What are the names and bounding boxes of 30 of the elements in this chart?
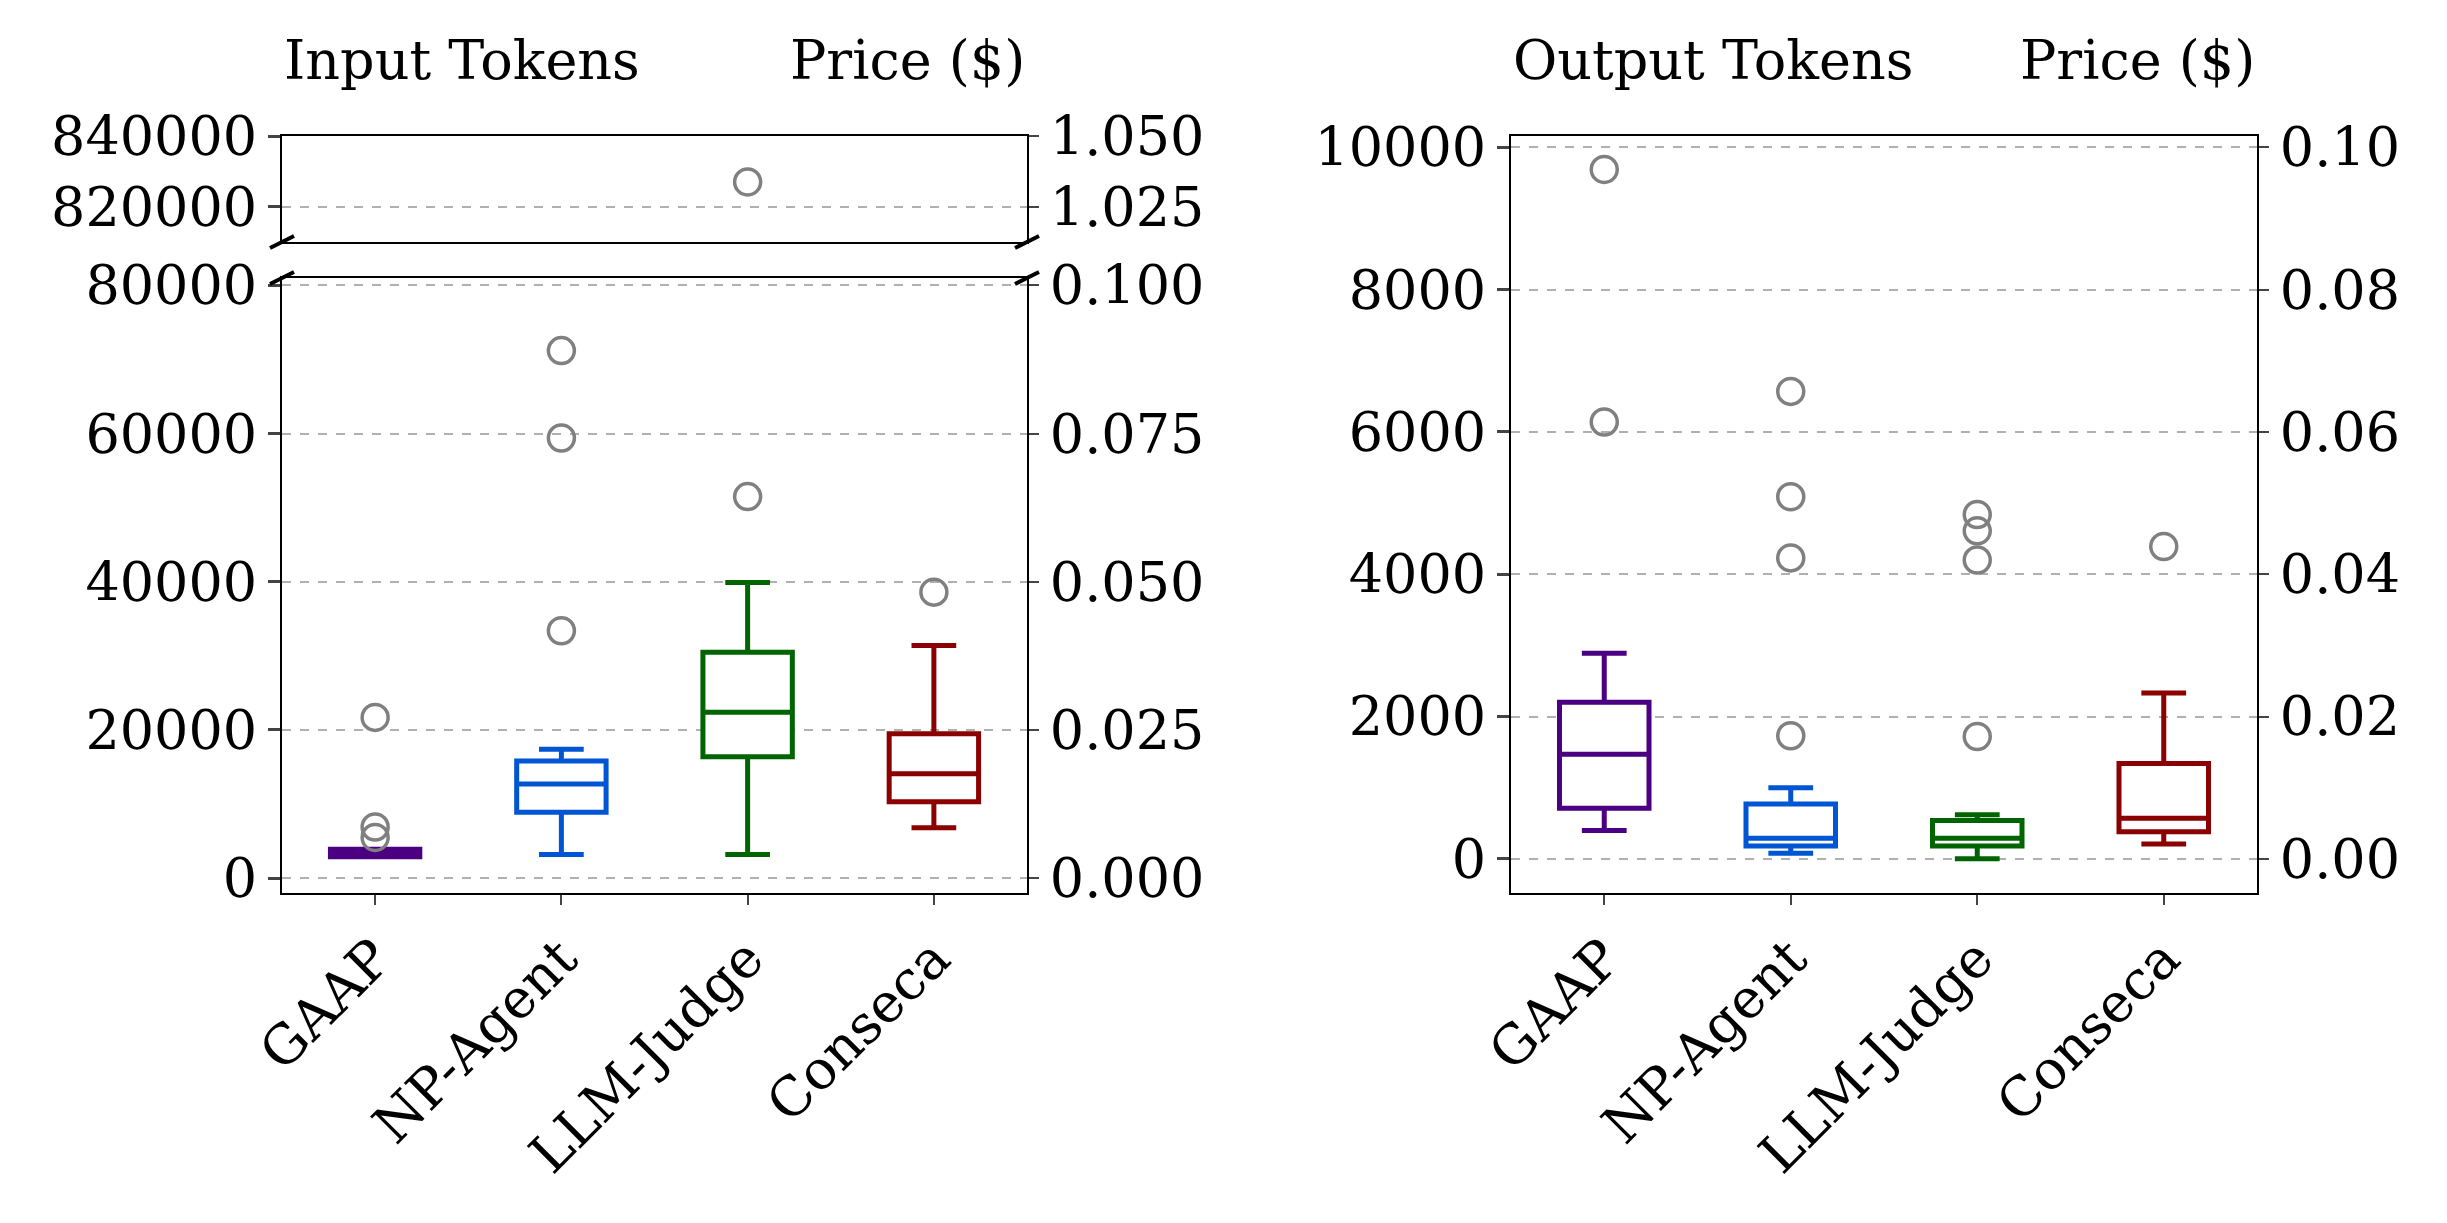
y-axis-title: Output Tokens xyxy=(1513,29,1914,92)
y-axis-title: Input Tokens xyxy=(284,29,640,92)
y2-tick-label: 0.04 xyxy=(2279,543,2401,607)
y2-tick-label: 0.050 xyxy=(1049,550,1205,614)
y2-tick-label: 0.000 xyxy=(1049,847,1205,911)
y-tick-label: 80000 xyxy=(85,254,258,318)
y-tick-label: 0 xyxy=(1451,827,1487,891)
y-tick-label: 60000 xyxy=(85,402,258,466)
y2-axis-title: Price ($) xyxy=(790,29,1026,92)
y-tick-label: 10000 xyxy=(1314,116,1487,180)
y2-tick-label: 0.06 xyxy=(2279,400,2401,464)
y-tick-label: 820000 xyxy=(51,175,258,239)
y2-tick-label: 1.025 xyxy=(1049,175,1205,239)
y-tick-label: 20000 xyxy=(85,698,258,762)
y-tick-label: 2000 xyxy=(1348,685,1487,749)
y-tick-label: 0 xyxy=(222,847,258,911)
y2-tick-label: 1.050 xyxy=(1049,104,1205,168)
y2-tick-label: 0.100 xyxy=(1049,254,1205,318)
y2-tick-label: 0.075 xyxy=(1049,402,1205,466)
y-tick-label: 4000 xyxy=(1348,543,1487,607)
y2-tick-label: 0.08 xyxy=(2279,258,2401,322)
y-tick-label: 6000 xyxy=(1348,400,1487,464)
y-tick-label: 8000 xyxy=(1348,258,1487,322)
y-tick-label: 40000 xyxy=(85,550,258,614)
y2-tick-label: 0.00 xyxy=(2279,827,2401,891)
y2-tick-label: 0.02 xyxy=(2279,685,2401,749)
y-tick-label: 840000 xyxy=(51,104,258,168)
y2-tick-label: 0.10 xyxy=(2279,116,2401,180)
y2-tick-label: 0.025 xyxy=(1049,698,1205,762)
y2-axis-title: Price ($) xyxy=(2020,29,2256,92)
